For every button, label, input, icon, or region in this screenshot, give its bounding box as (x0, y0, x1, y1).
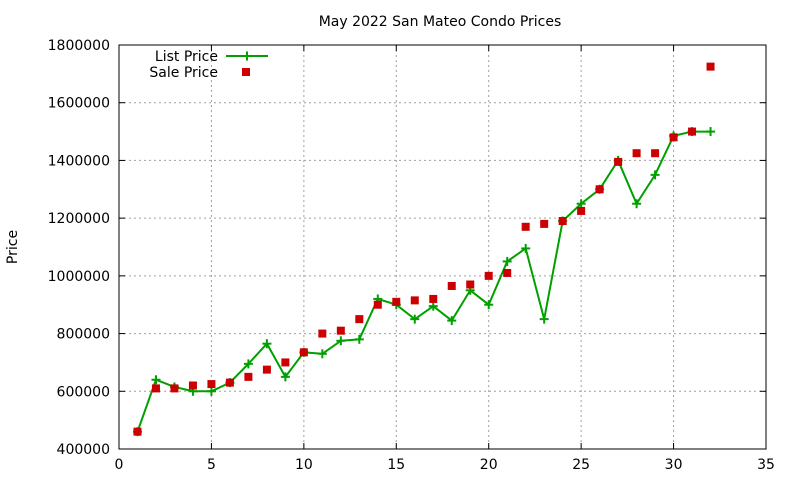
data-point (299, 348, 308, 357)
data-point (484, 300, 494, 310)
legend-label: Sale Price (149, 65, 218, 81)
series-list-price (132, 127, 716, 437)
x-tick-label: 10 (295, 457, 313, 473)
data-point (688, 127, 697, 136)
data-point (206, 386, 216, 396)
x-tick-label: 25 (572, 457, 590, 473)
x-tick-label: 35 (757, 457, 775, 473)
data-point (521, 222, 530, 231)
y-tick-label: 400000 (57, 442, 110, 458)
data-point (539, 314, 549, 324)
x-tick-label: 15 (387, 457, 405, 473)
data-point (280, 372, 290, 382)
data-point (262, 365, 271, 374)
data-point (429, 294, 438, 303)
y-tick-label: 1000000 (48, 269, 110, 285)
x-tick-label: 5 (207, 457, 216, 473)
data-point (151, 384, 160, 393)
data-point (706, 62, 715, 71)
series-layer (132, 62, 716, 437)
data-point (632, 199, 642, 209)
x-tick-label: 20 (480, 457, 498, 473)
data-point (151, 375, 161, 385)
legend-marker (242, 68, 250, 76)
data-point (281, 358, 290, 367)
y-tick-label: 1600000 (48, 96, 110, 112)
y-tick-label: 1800000 (48, 38, 110, 54)
data-point (170, 384, 179, 393)
data-point (466, 280, 475, 289)
data-point (428, 301, 438, 311)
data-point (225, 378, 234, 387)
legend-label: List Price (155, 49, 218, 65)
data-point (502, 256, 512, 266)
data-point (595, 185, 604, 194)
data-point (540, 219, 549, 228)
plot-frame (118, 44, 767, 450)
data-point (318, 329, 327, 338)
x-tick-label: 30 (665, 457, 683, 473)
legend-item: Sale Price (149, 65, 250, 81)
chart-title: May 2022 San Mateo Condo Prices (319, 14, 562, 30)
data-point (650, 170, 660, 180)
data-point (410, 296, 419, 305)
series-sale-price (133, 62, 715, 436)
data-point (133, 427, 142, 436)
series-line (136, 130, 711, 433)
y-tick-label: 1200000 (48, 211, 110, 227)
data-point (373, 300, 382, 309)
y-tick-label: 600000 (57, 384, 110, 400)
legend-item: List Price (155, 49, 268, 65)
data-point (632, 149, 641, 158)
y-tick-label: 1400000 (48, 153, 110, 169)
data-point (503, 268, 512, 277)
data-point (336, 336, 346, 346)
data-point (669, 133, 678, 142)
y-axis-label: Price (5, 230, 21, 264)
data-point (392, 297, 401, 306)
data-point (484, 271, 493, 280)
x-tick-label: 0 (115, 457, 124, 473)
data-point (447, 281, 456, 290)
data-point (243, 359, 253, 369)
y-tick-label: 800000 (57, 327, 110, 343)
data-point (577, 206, 586, 215)
data-point (355, 315, 364, 324)
data-point (521, 243, 531, 253)
data-point (651, 149, 660, 158)
data-point (188, 381, 197, 390)
data-point (576, 199, 586, 209)
data-point (317, 349, 327, 359)
data-point (558, 217, 567, 226)
data-point (614, 157, 623, 166)
data-point (244, 372, 253, 381)
legend-marker (242, 51, 252, 61)
data-point (706, 127, 716, 137)
data-point (336, 326, 345, 335)
data-point (447, 316, 457, 326)
data-point (207, 380, 216, 389)
data-point (262, 339, 272, 349)
data-point (410, 314, 420, 324)
data-point (354, 334, 364, 344)
ticks: 0 5 10 15 20 25 30 35 400000 600000 800000 1000000 1… (48, 38, 775, 473)
